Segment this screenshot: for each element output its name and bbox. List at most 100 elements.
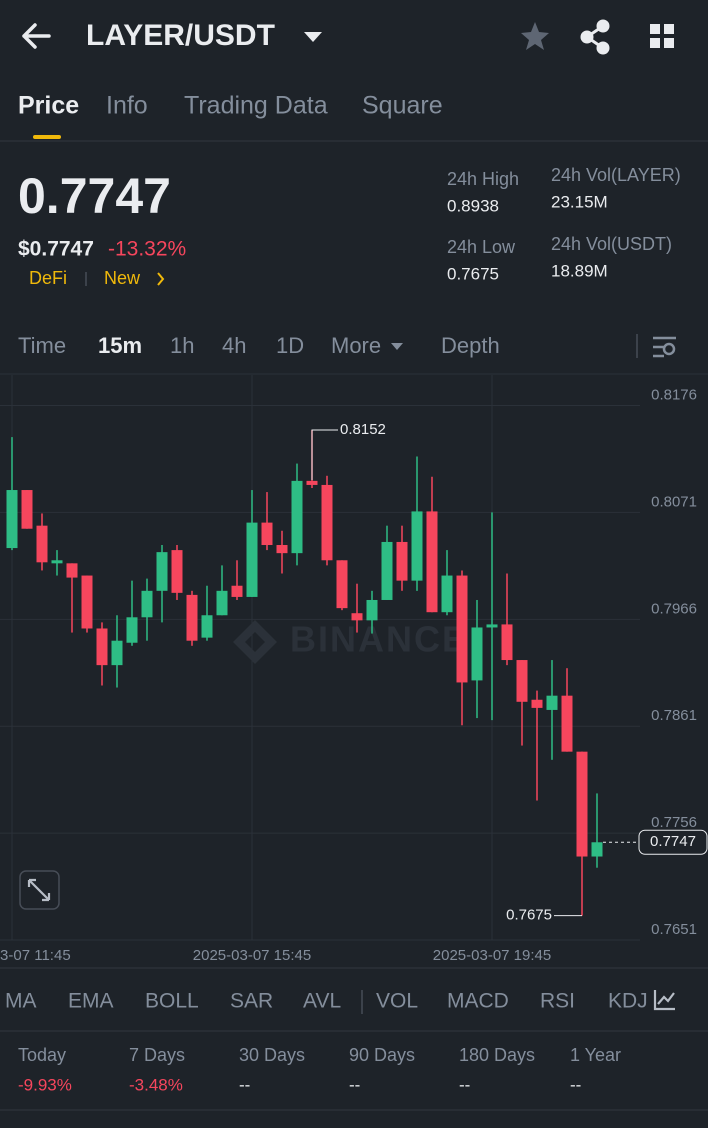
candlestick-chart: 0.7651 0.7756 0.7861 0.7966 0.8071 0.8176 2025… [0,375,708,964]
x-tick-label: 2025-03-07 19:45 [433,947,551,964]
indicator-tab[interactable]: KDJ [608,990,648,1013]
candle-body [576,751,588,857]
stat-label: 24h Vol(LAYER) [551,165,681,185]
period-label: Today [18,1045,66,1065]
candle-body [471,627,483,681]
candle-body [81,575,93,629]
candle-body [396,541,408,581]
period-value: -- [570,1075,581,1094]
candle-body [111,640,123,666]
interval-tab[interactable]: More [331,333,381,358]
pair-title[interactable]: LAYER/USDT [86,19,275,52]
candle-body [186,594,198,641]
usd-price: $0.7747 [18,238,94,261]
candle-body [546,695,558,710]
candle-body [336,560,348,609]
y-tick-label: 0.7756 [651,814,697,831]
interval-tab[interactable]: 4h [222,333,246,358]
interval-tab[interactable]: Depth [441,333,500,358]
candle-body [516,660,528,702]
y-tick-label: 0.8176 [651,387,697,404]
period-value: -- [239,1075,250,1094]
stat-label: 24h Low [447,237,516,257]
stat-value: 0.8938 [447,196,499,215]
high-label: 0.8152 [340,421,386,438]
interval-tab[interactable]: 15m [98,333,142,358]
watermark: BINANCE [290,619,468,660]
pair-dropdown[interactable] [304,32,322,42]
candle-body [486,624,498,628]
indicator-tab[interactable]: SAR [230,990,273,1013]
candle-body [366,599,378,621]
candle-body [216,590,228,616]
indicator-tab[interactable]: BOLL [145,990,199,1013]
tab[interactable]: Trading Data [184,92,328,120]
candle-body [291,480,303,554]
price-change: -13.32% [108,238,186,261]
stat-label: 24h Vol(USDT) [551,234,672,254]
interval-tab[interactable]: 1h [170,333,194,358]
candle-body [381,541,393,600]
period-value: -9.93% [18,1075,72,1094]
more-caret [391,343,403,350]
candle-body [276,545,288,554]
candle-body [426,511,438,613]
candle-body [531,699,543,708]
indicator-tab[interactable]: MA [5,990,37,1013]
candle-body [246,522,258,597]
tab[interactable]: Square [362,92,443,120]
indicator-tab[interactable]: VOL [376,990,418,1013]
stat-value: 18.89M [551,261,608,280]
period-label: 30 Days [239,1045,305,1065]
last-price: 0.7747 [18,168,171,224]
watermark-logo [233,620,277,664]
indicator-tab[interactable]: AVL [303,990,341,1013]
stat-value: 23.15M [551,192,608,211]
candle-body [501,624,513,661]
candle-body [141,590,153,618]
candle-body [321,484,333,561]
candle-body [51,560,63,564]
tag[interactable]: New [104,268,141,288]
candle-body [561,695,573,752]
interval-tab[interactable]: Time [18,333,66,358]
period-label: 7 Days [129,1045,185,1065]
tab[interactable]: Info [106,92,148,120]
y-tick-label: 0.8071 [651,493,697,510]
period-label: 180 Days [459,1045,535,1065]
candle-body [171,550,183,593]
candle-body [6,490,18,549]
tag[interactable]: DeFi [29,268,67,288]
layout-icon[interactable] [650,24,674,48]
period-value: -- [349,1075,360,1094]
candle-body [21,490,33,529]
favorite-icon[interactable] [521,22,549,50]
candle-body [126,617,138,643]
candle-body [96,628,108,666]
chart-settings-icon[interactable] [653,336,676,358]
candle-body [411,511,423,581]
y-tick-label: 0.7861 [651,707,697,724]
candle-body [441,575,453,613]
period-label: 90 Days [349,1045,415,1065]
expand-button[interactable] [19,870,60,910]
share-icon[interactable] [580,19,610,55]
period-label: 1 Year [570,1045,621,1065]
back-button[interactable] [22,23,51,49]
indicator-settings-icon[interactable] [653,990,675,1011]
tab[interactable]: Price [18,92,79,120]
candle-body [36,525,48,563]
last-price-box [638,829,708,855]
interval-tab[interactable]: 1D [276,333,304,358]
indicator-tab[interactable]: RSI [540,990,575,1013]
candle-body [591,842,603,857]
indicator-tab[interactable]: EMA [68,990,114,1013]
candle-body [231,585,243,597]
indicator-tab[interactable]: MACD [447,990,509,1013]
active-tab-indicator [33,135,61,139]
last-price-label: 0.7747 [650,833,696,850]
candle-body [456,575,468,683]
x-tick-label: 2025-03-07 11:45 [0,947,71,964]
